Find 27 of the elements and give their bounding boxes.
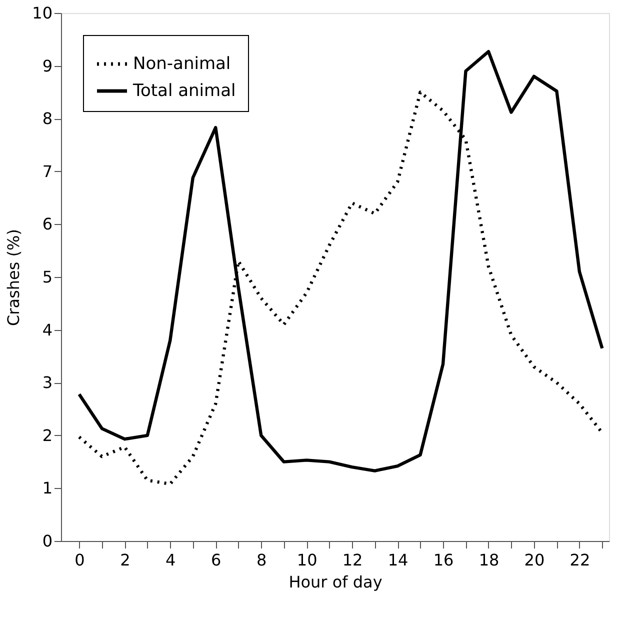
x-tick-label: 18 — [478, 550, 500, 570]
x-tick-label: 22 — [570, 550, 590, 570]
x-tick-label: 6 — [211, 550, 222, 570]
y-tick-label: 6 — [42, 214, 52, 234]
x-tick-label: 14 — [388, 550, 408, 570]
y-tick-label: 3 — [42, 373, 52, 392]
y-tick-label: 8 — [42, 109, 52, 128]
x-tick-label: 20 — [524, 550, 545, 570]
x-axis-title: Hour of day — [288, 572, 382, 592]
x-tick-label: 2 — [120, 550, 130, 570]
y-tick-label: 2 — [42, 426, 52, 445]
x-tick-label: 16 — [433, 550, 454, 570]
y-tick-label: 5 — [42, 268, 52, 286]
y-axis-title: Crashes (%) — [4, 229, 24, 326]
y-tick-label: 4 — [42, 320, 52, 340]
x-tick-label: 10 — [296, 550, 318, 570]
legend-label: Non-animal — [133, 54, 231, 74]
legend-label: Total animal — [132, 81, 236, 101]
y-tick-label: 10 — [32, 4, 52, 22]
y-tick-label: 9 — [42, 56, 52, 76]
x-tick-label: 4 — [166, 550, 176, 570]
y-tick-label: 0 — [42, 532, 52, 550]
x-tick-label: 0 — [74, 550, 85, 570]
x-tick-label: 12 — [342, 550, 363, 570]
x-tick-label: 8 — [256, 550, 267, 570]
y-tick-label: 7 — [42, 162, 52, 181]
y-tick-label: 1 — [42, 478, 52, 498]
